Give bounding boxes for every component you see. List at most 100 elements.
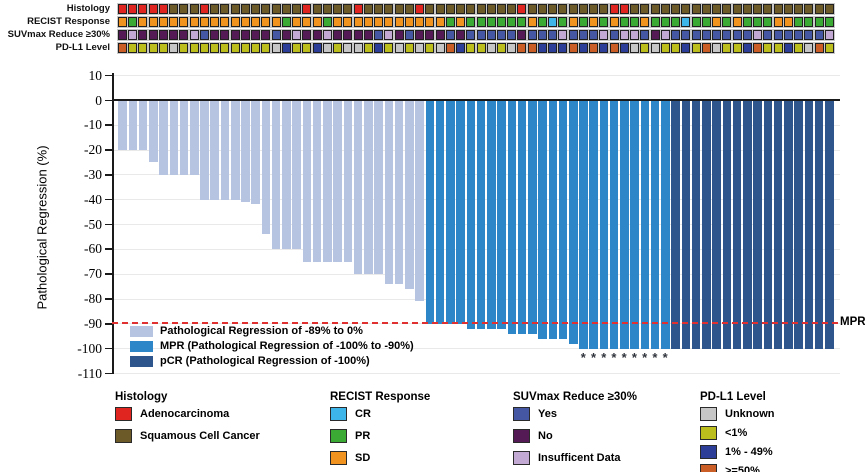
plot-legend-swatch-pcr (130, 356, 153, 367)
annotation-cell-suvmax (456, 30, 466, 40)
annotation-cell-recist (261, 17, 271, 27)
y-axis-tick-label: 10 (88, 67, 103, 83)
annotation-cell-suvmax (199, 30, 209, 40)
annotation-cell-recist (353, 17, 363, 27)
y-axis-tick-label: -80 (84, 291, 102, 307)
annotation-cell-pdl1 (701, 43, 711, 53)
annotation-cell-pdl1 (466, 43, 476, 53)
legend-swatch (330, 407, 347, 421)
waterfall-bar (702, 101, 711, 349)
annotation-cell-pdl1 (394, 43, 404, 53)
significance-asterisk: * (611, 350, 617, 366)
annotation-cell-pdl1 (640, 43, 650, 53)
gridline (112, 224, 840, 226)
waterfall-bar (558, 101, 568, 339)
y-axis-tick-label: -50 (84, 216, 102, 232)
annotation-cell-recist (435, 17, 445, 27)
annotation-cell-pdl1 (118, 43, 127, 53)
annotation-cell-suvmax (650, 30, 660, 40)
annotation-cell-histology (548, 4, 558, 14)
plot-legend-label-light: Pathological Regression of -89% to 0% (160, 325, 363, 337)
annotation-cell-suvmax (701, 30, 711, 40)
annotation-cell-recist (292, 17, 302, 27)
annotation-cell-pdl1 (322, 43, 332, 53)
annotation-cell-recist (548, 17, 558, 27)
annotation-cell-histology (118, 4, 127, 14)
waterfall-bar (149, 101, 158, 163)
annotation-cell-pdl1 (415, 43, 425, 53)
annotation-cell-suvmax (783, 30, 793, 40)
waterfall-bar (425, 101, 435, 324)
y-axis-line (112, 73, 114, 374)
waterfall-bar (568, 101, 578, 344)
annotation-cell-pdl1 (404, 43, 414, 53)
annotation-cell-recist (343, 17, 353, 27)
annotation-cell-histology (445, 4, 455, 14)
annotation-cell-pdl1 (507, 43, 517, 53)
y-axis-tick-label: -110 (77, 365, 102, 381)
annotation-cell-histology (456, 4, 466, 14)
annotation-cell-pdl1 (374, 43, 384, 53)
annotation-cell-recist (179, 17, 189, 27)
annotation-cell-pdl1 (128, 43, 138, 53)
waterfall-bar (773, 101, 783, 349)
annotation-row-label-suvmax: SUVmax Reduce ≥30% (7, 29, 110, 40)
annotation-row-label-recist: RECIST Response (27, 16, 110, 27)
waterfall-bar (159, 101, 168, 175)
significance-asterisk: * (642, 350, 648, 366)
waterfall-bar (517, 101, 527, 334)
annotation-cell-histology (763, 4, 773, 14)
annotation-cell-histology (742, 4, 752, 14)
annotation-cell-pdl1 (486, 43, 496, 53)
annotation-cell-suvmax (374, 30, 384, 40)
waterfall-bar (435, 101, 445, 324)
y-axis-tick-label: -20 (84, 142, 102, 158)
annotation-cell-recist (681, 17, 691, 27)
annotation-cell-histology (415, 4, 425, 14)
annotation-cell-pdl1 (312, 43, 322, 53)
annotation-cell-suvmax (271, 30, 281, 40)
legend-item-label: 1% - 49% (725, 446, 773, 458)
y-axis-tick (105, 223, 112, 226)
annotation-cell-suvmax (292, 30, 302, 40)
waterfall-bar (579, 101, 588, 349)
annotation-cell-suvmax (148, 30, 158, 40)
annotation-cell-suvmax (404, 30, 414, 40)
annotation-cell-pdl1 (681, 43, 691, 53)
annotation-cell-suvmax (384, 30, 394, 40)
waterfall-bar (763, 101, 773, 349)
annotation-cell-histology (814, 4, 824, 14)
annotation-cell-pdl1 (609, 43, 619, 53)
annotation-cell-histology (404, 4, 414, 14)
annotation-cell-histology (507, 4, 517, 14)
annotation-cell-histology (251, 4, 261, 14)
waterfall-bar (251, 101, 260, 205)
annotation-cell-suvmax (189, 30, 199, 40)
annotation-cell-recist (537, 17, 547, 27)
annotation-cell-suvmax (732, 30, 742, 40)
annotation-cell-suvmax (486, 30, 496, 40)
annotation-cell-pdl1 (794, 43, 804, 53)
annotation-cell-histology (671, 4, 681, 14)
waterfall-bar (169, 101, 179, 175)
annotation-cell-pdl1 (824, 43, 834, 53)
annotation-cell-recist (527, 17, 537, 27)
significance-asterisk: * (590, 350, 596, 366)
annotation-cell-recist (240, 17, 250, 27)
annotation-cell-recist (732, 17, 742, 27)
y-axis-tick-label: -100 (77, 340, 102, 356)
gridline (112, 248, 840, 250)
waterfall-bar (548, 101, 558, 339)
annotation-cell-histology (496, 4, 506, 14)
annotation-cell-suvmax (814, 30, 824, 40)
annotation-cell-recist (425, 17, 435, 27)
legend-swatch (700, 407, 717, 421)
waterfall-bar (415, 101, 424, 302)
waterfall-bar (650, 101, 660, 349)
annotation-cell-recist (333, 17, 343, 27)
waterfall-bar (118, 101, 127, 150)
annotation-cell-pdl1 (578, 43, 588, 53)
annotation-cell-pdl1 (425, 43, 435, 53)
y-axis-tick-label: -90 (84, 315, 102, 331)
legend-item-label: Insufficent Data (538, 452, 621, 464)
